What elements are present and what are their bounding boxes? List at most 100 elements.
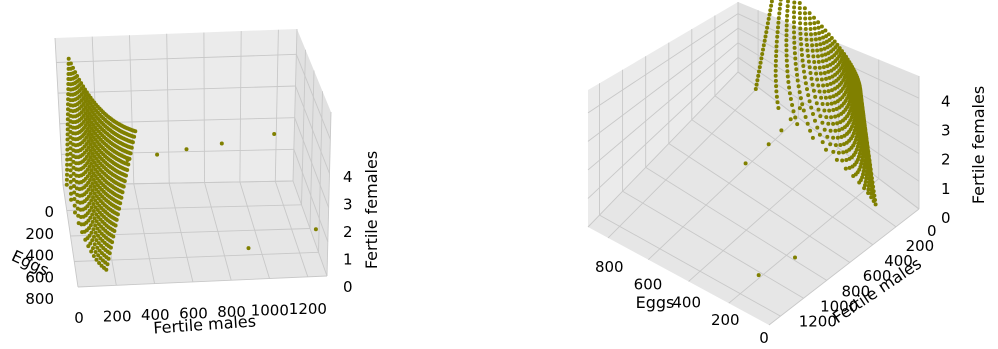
z-gridline [587, 13, 739, 114]
y-tick-label: 800 [25, 290, 54, 308]
data-point [96, 253, 101, 258]
data-point [90, 238, 95, 243]
y-gridline [74, 251, 319, 262]
y-gridline [768, 208, 920, 326]
data-point [816, 83, 821, 88]
data-point [787, 85, 792, 90]
x-tick-label: 0 [927, 222, 937, 240]
data-point [774, 44, 779, 49]
data-point [92, 242, 97, 247]
data-point [820, 102, 825, 106]
data-point [819, 77, 824, 82]
data-point [838, 143, 843, 147]
data-point [784, 18, 789, 23]
data-point [816, 20, 821, 25]
data-point [823, 95, 828, 100]
data-point [313, 227, 318, 232]
data-point [65, 127, 70, 132]
data-point [818, 114, 823, 119]
data-point [863, 127, 868, 132]
data-point [803, 81, 808, 86]
z-tick-label: 4 [941, 92, 951, 110]
data-point [86, 139, 91, 144]
data-point [860, 175, 865, 180]
data-point [849, 106, 854, 111]
data-point [863, 183, 867, 188]
floor-pane [63, 181, 327, 287]
data-point [809, 37, 814, 42]
z-gridline [59, 117, 295, 125]
data-point [856, 141, 861, 146]
data-point [799, 42, 804, 47]
data-point [86, 187, 91, 192]
y-tick-label: 0 [759, 329, 769, 347]
data-point [807, 65, 812, 70]
data-point [795, 72, 799, 77]
data-point [811, 112, 815, 116]
data-point [862, 119, 867, 124]
data-point [869, 171, 874, 176]
data-point [87, 117, 92, 122]
data-point [817, 36, 822, 41]
data-point [826, 32, 831, 37]
data-point [872, 193, 877, 198]
data-point [66, 56, 71, 61]
data-point [778, 2, 783, 7]
data-point [793, 115, 798, 120]
data-point [73, 210, 77, 215]
data-point [823, 52, 828, 57]
data-point [786, 0, 790, 4]
data-point [84, 135, 89, 140]
data-point [797, 11, 802, 16]
data-point [129, 145, 134, 150]
data-point [809, 32, 813, 37]
data-point [822, 127, 827, 132]
data-point [858, 164, 863, 169]
data-point [832, 39, 837, 44]
data-point [801, 108, 806, 113]
data-point [797, 90, 802, 95]
data-point [64, 177, 69, 182]
data-point [798, 26, 803, 31]
data-point [92, 216, 97, 221]
data-point [785, 74, 790, 79]
data-point [68, 174, 73, 179]
data-point [88, 142, 93, 147]
z-gridline-side [295, 85, 330, 174]
data-point [124, 173, 128, 178]
data-point [859, 161, 864, 166]
data-point [817, 31, 822, 36]
data-point [94, 238, 99, 243]
data-point [272, 132, 277, 136]
data-point [807, 16, 812, 21]
data-point [842, 52, 847, 56]
data-point [810, 48, 815, 53]
data-point [104, 267, 109, 272]
y-gridline [607, 86, 759, 239]
data-point [88, 148, 93, 153]
z-tick-label: 0 [343, 278, 353, 296]
data-point [111, 234, 116, 239]
data-point [65, 172, 69, 177]
z-gridline-side [293, 149, 329, 242]
z-gridline-side [294, 117, 330, 208]
data-point [92, 184, 97, 189]
data-point [774, 39, 779, 44]
data-point [784, 53, 789, 58]
left-data-points [64, 56, 318, 272]
data-point [827, 108, 832, 113]
data-point [117, 206, 122, 211]
data-point [816, 59, 821, 64]
data-point [83, 87, 87, 92]
z-gridline [587, 42, 739, 171]
data-point [71, 65, 75, 70]
data-point [774, 89, 779, 94]
data-point [90, 181, 95, 186]
data-point [126, 162, 131, 167]
data-point [84, 154, 89, 159]
data-point [775, 34, 780, 39]
data-point [858, 92, 863, 97]
data-point [90, 212, 95, 217]
data-point [825, 64, 830, 69]
data-point [97, 261, 102, 265]
